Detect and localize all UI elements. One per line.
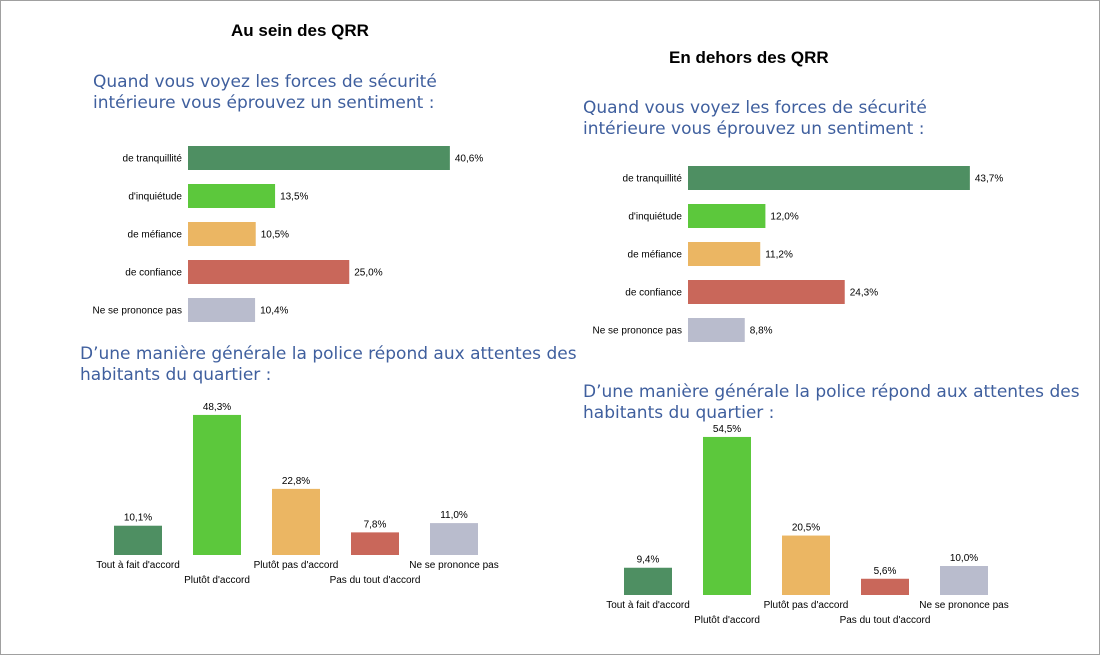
question-feeling-right: Quand vous voyez les forces de sécurité …: [583, 98, 927, 140]
question-line: intérieure vous éprouvez un sentiment :: [583, 119, 925, 139]
column-tout-a-fait-d-accord: [114, 525, 162, 555]
category-label-de-confiance: de confiance: [125, 268, 182, 279]
police-column-chart-right: 9,4% Tout à fait d'accord 54,5% Plutôt d'ac…: [606, 424, 1009, 626]
question-line: Quand vous voyez les forces de sécurité: [93, 72, 437, 92]
question-line: intérieure vous éprouvez un sentiment :: [93, 93, 435, 113]
category-label-de-mefiance: de méfiance: [628, 250, 683, 261]
police-column-chart-left: 10,1% Tout à fait d'accord 48,3% Plutôt d'a…: [96, 402, 499, 586]
category-label-pas-du-tout-d-accord: Pas du tout d'accord: [840, 615, 931, 626]
data-label-ne-se-prononce-pas: 8,8%: [750, 326, 773, 337]
category-label-ne-se-prononce-pas: Ne se prononce pas: [919, 600, 1009, 611]
bar-ne-se-prononce-pas: [188, 298, 256, 322]
category-label-de-confiance: de confiance: [625, 288, 682, 299]
data-label-de-mefiance: 11,2%: [765, 250, 793, 261]
question-police-left: D’une manière générale la police répond …: [80, 344, 577, 386]
column-plutot-pas-d-accord: [782, 535, 830, 595]
data-label-ne-se-prononce-pas: 10,0%: [950, 553, 978, 564]
data-label-d-inquietude: 13,5%: [280, 192, 308, 203]
data-label-plutot-d-accord: 48,3%: [203, 402, 231, 413]
data-label-pas-du-tout-d-accord: 5,6%: [874, 566, 897, 577]
category-label-plutot-d-accord: Plutôt d'accord: [184, 575, 250, 586]
bar-de-tranquillite: [188, 146, 450, 170]
column-ne-se-prononce-pas: [430, 523, 478, 555]
data-label-de-confiance: 25,0%: [354, 268, 382, 279]
column-plutot-d-accord: [703, 436, 751, 595]
category-label-ne-se-prononce-pas: Ne se prononce pas: [92, 306, 182, 317]
data-label-de-mefiance: 10,5%: [261, 230, 289, 241]
category-label-plutot-pas-d-accord: Plutôt pas d'accord: [764, 600, 849, 611]
column-plutot-d-accord: [193, 414, 241, 555]
data-label-plutot-d-accord: 54,5%: [713, 424, 741, 435]
feeling-bar-chart-right: de tranquillité 43,7% d'inquiétude 12,0% de …: [592, 166, 1003, 342]
question-line: Quand vous voyez les forces de sécurité: [583, 98, 927, 118]
column-pas-du-tout-d-accord: [861, 578, 909, 595]
column-plutot-pas-d-accord: [272, 488, 320, 555]
question-feeling-left: Quand vous voyez les forces de sécurité …: [93, 72, 437, 114]
data-label-tout-a-fait-d-accord: 9,4%: [637, 555, 660, 566]
bar-de-mefiance: [188, 222, 256, 246]
category-label-ne-se-prononce-pas: Ne se prononce pas: [409, 560, 499, 571]
category-label-d-inquietude: d'inquiétude: [628, 212, 682, 223]
category-label-de-tranquillite: de tranquillité: [123, 154, 183, 165]
data-label-pas-du-tout-d-accord: 7,8%: [364, 519, 387, 530]
category-label-de-tranquillite: de tranquillité: [623, 174, 683, 185]
category-label-pas-du-tout-d-accord: Pas du tout d'accord: [330, 575, 421, 586]
bar-de-mefiance: [688, 242, 761, 266]
bar-de-confiance: [188, 260, 350, 284]
category-label-de-mefiance: de méfiance: [128, 230, 183, 241]
panel-heading-right: En dehors des QRR: [669, 48, 829, 67]
data-label-ne-se-prononce-pas: 11,0%: [440, 510, 468, 521]
data-label-de-confiance: 24,3%: [850, 288, 878, 299]
column-tout-a-fait-d-accord: [624, 567, 672, 595]
bar-d-inquietude: [688, 204, 766, 228]
data-label-tout-a-fait-d-accord: 10,1%: [124, 513, 152, 524]
category-label-plutot-d-accord: Plutôt d'accord: [694, 615, 760, 626]
feeling-bar-chart-left: de tranquillité 40,6% d'inquiétude 13,5% de …: [92, 146, 483, 322]
question-line: habitants du quartier :: [583, 403, 775, 423]
bar-de-confiance: [688, 280, 845, 304]
bar-ne-se-prononce-pas: [688, 318, 745, 342]
question-line: D’une manière générale la police répond …: [583, 382, 1080, 402]
data-label-d-inquietude: 12,0%: [770, 212, 798, 223]
category-label-tout-a-fait-d-accord: Tout à fait d'accord: [606, 600, 690, 611]
category-label-ne-se-prononce-pas: Ne se prononce pas: [592, 326, 682, 337]
column-ne-se-prononce-pas: [940, 566, 988, 595]
data-label-de-tranquillite: 43,7%: [975, 174, 1003, 185]
panel-heading-left: Au sein des QRR: [231, 21, 369, 40]
question-line: D’une manière générale la police répond …: [80, 344, 577, 364]
data-label-de-tranquillite: 40,6%: [455, 154, 483, 165]
question-police-right: D’une manière générale la police répond …: [583, 382, 1080, 424]
column-pas-du-tout-d-accord: [351, 532, 399, 555]
bar-de-tranquillite: [688, 166, 970, 190]
category-label-tout-a-fait-d-accord: Tout à fait d'accord: [96, 560, 180, 571]
question-line: habitants du quartier :: [80, 365, 272, 385]
category-label-d-inquietude: d'inquiétude: [128, 192, 182, 203]
bar-d-inquietude: [188, 184, 276, 208]
data-label-plutot-pas-d-accord: 20,5%: [792, 523, 820, 534]
category-label-plutot-pas-d-accord: Plutôt pas d'accord: [254, 560, 339, 571]
data-label-plutot-pas-d-accord: 22,8%: [282, 476, 310, 487]
data-label-ne-se-prononce-pas: 10,4%: [260, 306, 288, 317]
